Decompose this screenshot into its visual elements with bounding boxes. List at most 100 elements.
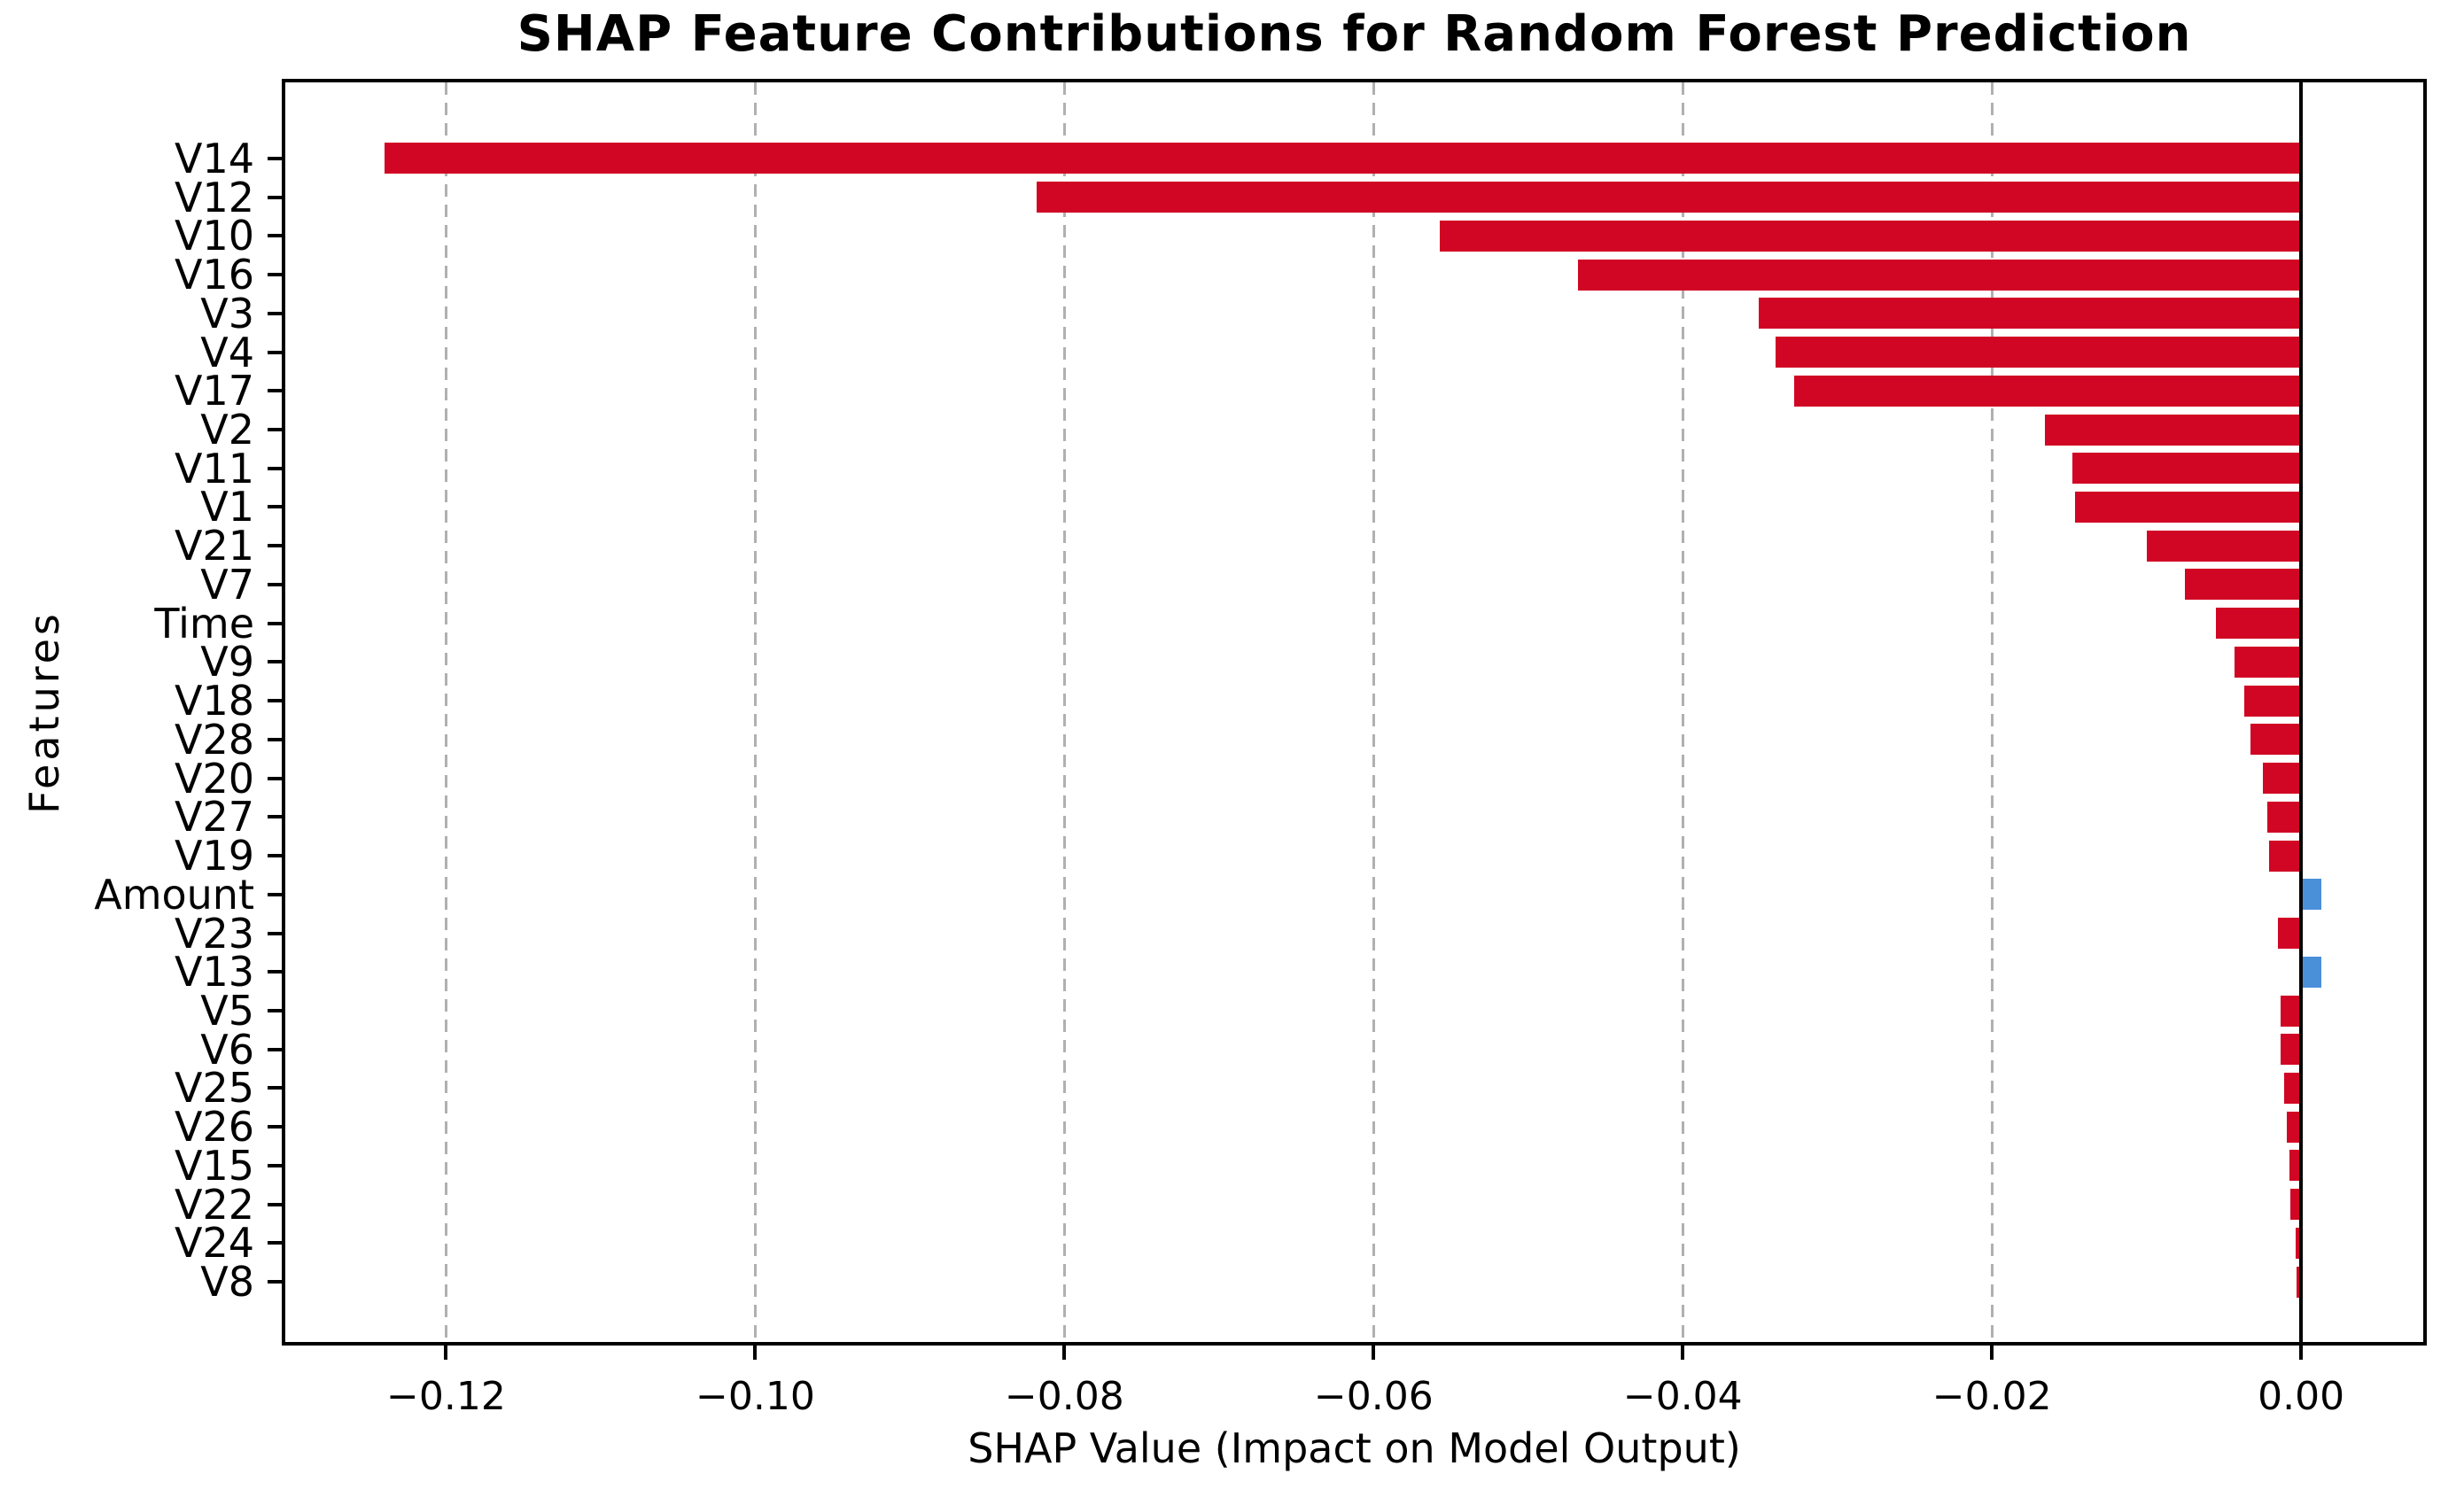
bar-V13 xyxy=(2301,956,2321,988)
bar-V23 xyxy=(2277,918,2302,950)
y-tick-V20 xyxy=(268,776,284,780)
bar-V27 xyxy=(2266,801,2302,833)
x-tick xyxy=(2299,1344,2304,1360)
y-tick-V12 xyxy=(268,195,284,199)
x-tick-label: −0.06 xyxy=(1313,1374,1434,1419)
x-tick-label: −0.10 xyxy=(695,1374,815,1419)
y-tick-label-V5: V5 xyxy=(200,987,254,1035)
y-tick-label-V10: V10 xyxy=(174,212,254,260)
y-tick-V5 xyxy=(268,1009,284,1012)
y-tick-label-V4: V4 xyxy=(200,328,254,376)
y-tick-label-V28: V28 xyxy=(174,715,254,764)
x-tick xyxy=(444,1344,448,1360)
x-axis-label: SHAP Value (Impact on Model Output) xyxy=(968,1424,1741,1472)
y-tick-label-V25: V25 xyxy=(174,1064,254,1113)
y-tick-label-V26: V26 xyxy=(174,1103,254,1152)
y-tick-V16 xyxy=(268,273,284,277)
y-tick-label-V19: V19 xyxy=(174,832,254,880)
y-tick-label-V3: V3 xyxy=(200,289,254,337)
bar-V16 xyxy=(1577,259,2302,291)
bar-V21 xyxy=(2146,530,2302,562)
gridline xyxy=(444,82,447,1342)
y-tick-label-V20: V20 xyxy=(174,754,254,803)
y-tick-Amount xyxy=(268,892,284,896)
gridline xyxy=(753,82,757,1342)
bar-V5 xyxy=(2281,995,2302,1027)
bar-V10 xyxy=(1440,220,2302,252)
y-tick-label-V12: V12 xyxy=(174,173,254,221)
chart-title: SHAP Feature Contributions for Random Fo… xyxy=(517,5,2192,63)
bar-Time xyxy=(2216,608,2302,640)
y-tick-V18 xyxy=(268,699,284,703)
gridline xyxy=(1372,82,1375,1342)
y-tick-label-V16: V16 xyxy=(174,251,254,299)
bar-V1 xyxy=(2075,491,2302,523)
y-tick-V23 xyxy=(268,931,284,935)
x-tick-label: 0.00 xyxy=(2258,1374,2345,1419)
y-tick-V15 xyxy=(268,1163,284,1167)
y-tick-label-V17: V17 xyxy=(174,367,254,415)
y-tick-V10 xyxy=(268,234,284,238)
y-tick-V21 xyxy=(268,544,284,548)
y-tick-label-V23: V23 xyxy=(174,909,254,958)
bar-V8 xyxy=(2296,1266,2302,1298)
y-tick-label-V8: V8 xyxy=(200,1258,254,1307)
y-tick-label-V18: V18 xyxy=(174,677,254,725)
bar-V24 xyxy=(2296,1227,2302,1259)
bar-V4 xyxy=(1775,337,2302,368)
bar-V26 xyxy=(2287,1111,2302,1143)
y-tick-V22 xyxy=(268,1202,284,1206)
y-tick-V17 xyxy=(268,389,284,393)
y-tick-Time xyxy=(268,621,284,625)
y-tick-label-V9: V9 xyxy=(200,638,254,686)
x-tick xyxy=(1372,1344,1376,1360)
x-tick xyxy=(1990,1344,1994,1360)
y-tick-V7 xyxy=(268,582,284,586)
y-tick-label-Time: Time xyxy=(154,599,254,648)
x-tick xyxy=(1062,1344,1067,1360)
y-tick-label-V27: V27 xyxy=(174,793,254,842)
bar-V25 xyxy=(2283,1072,2302,1104)
y-tick-V27 xyxy=(268,815,284,819)
y-tick-label-V1: V1 xyxy=(200,483,254,531)
bar-V12 xyxy=(1036,182,2302,213)
bar-V19 xyxy=(2268,840,2302,872)
y-tick-label-V6: V6 xyxy=(200,1025,254,1074)
x-tick-label: −0.02 xyxy=(1932,1374,2052,1419)
bar-V15 xyxy=(2289,1150,2302,1182)
y-tick-V25 xyxy=(268,1086,284,1090)
y-tick-V6 xyxy=(268,1047,284,1051)
bar-V9 xyxy=(2235,646,2302,678)
gridline xyxy=(1990,82,1994,1342)
bar-V17 xyxy=(1793,375,2302,407)
y-tick-V24 xyxy=(268,1241,284,1245)
x-tick xyxy=(1681,1344,1685,1360)
bar-Amount xyxy=(2301,879,2321,911)
y-tick-V3 xyxy=(268,311,284,315)
y-tick-label-V11: V11 xyxy=(174,444,254,493)
y-tick-label-V15: V15 xyxy=(174,1141,254,1190)
y-tick-V26 xyxy=(268,1125,284,1129)
bar-V2 xyxy=(2044,414,2302,446)
x-tick-label: −0.08 xyxy=(1004,1374,1124,1419)
y-tick-label-V7: V7 xyxy=(200,560,254,609)
x-tick-label: −0.12 xyxy=(386,1374,506,1419)
gridline xyxy=(1062,82,1066,1342)
bar-V6 xyxy=(2281,1034,2302,1066)
x-tick xyxy=(753,1344,758,1360)
gridline xyxy=(1681,82,1684,1342)
zero-line xyxy=(2299,82,2304,1342)
bar-V14 xyxy=(384,143,2302,175)
bar-V3 xyxy=(1758,298,2302,330)
y-tick-label-V22: V22 xyxy=(174,1180,254,1229)
bar-V11 xyxy=(2071,453,2302,485)
bar-V7 xyxy=(2185,569,2302,601)
y-tick-label-Amount: Amount xyxy=(94,870,254,919)
y-tick-label-V2: V2 xyxy=(200,406,254,454)
y-tick-V19 xyxy=(268,854,284,858)
y-tick-V8 xyxy=(268,1280,284,1284)
y-tick-V13 xyxy=(268,970,284,974)
y-tick-label-V21: V21 xyxy=(174,522,254,570)
y-tick-V14 xyxy=(268,156,284,160)
